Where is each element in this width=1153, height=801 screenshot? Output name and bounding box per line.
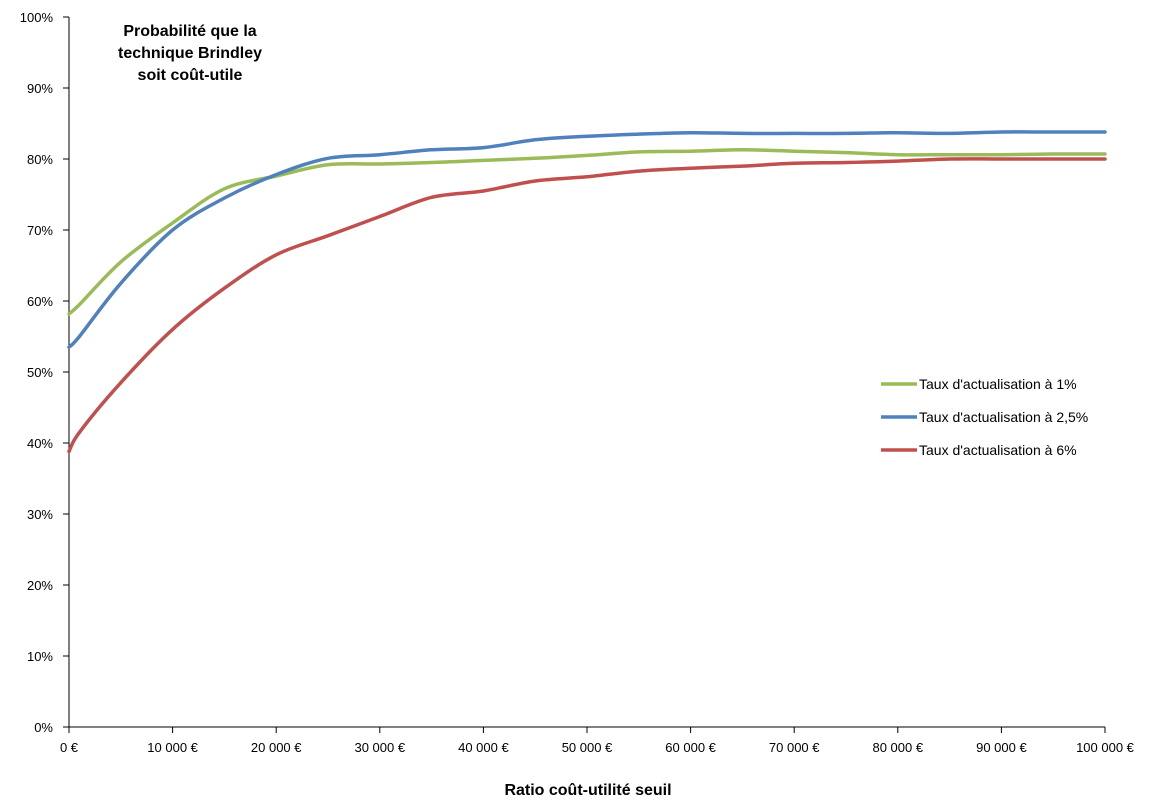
x-tick-label: 50 000 €	[562, 740, 613, 755]
y-tick-label: 90%	[27, 81, 53, 96]
x-tick-label: 20 000 €	[251, 740, 302, 755]
y-tick-label: 30%	[27, 507, 53, 522]
x-tick-label: 40 000 €	[458, 740, 509, 755]
x-tick-label: 100 000 €	[1076, 740, 1135, 755]
chart-title-line: Probabilité que la	[123, 23, 256, 40]
y-tick-label: 50%	[27, 365, 53, 380]
series-line-2	[67, 130, 1107, 349]
y-tick-label: 70%	[27, 223, 53, 238]
chart-title-line: soit coût-utile	[138, 67, 243, 84]
y-tick-label: 40%	[27, 436, 53, 451]
x-tick-label: 90 000 €	[976, 740, 1027, 755]
x-axis-label: Ratio coût-utilité seuil	[504, 782, 671, 799]
y-tick-label: 0%	[34, 720, 53, 735]
y-tick-label: 20%	[27, 578, 53, 593]
legend-label-1: Taux d'actualisation à 1%	[919, 376, 1077, 392]
legend: Taux d'actualisation à 1% Taux d'actualis…	[881, 376, 1088, 458]
axes: 0% 10% 20% 30% 40% 50% 60% 70% 80% 90% 100% 0 € 10 …	[20, 10, 1135, 755]
x-tick-label: 80 000 €	[872, 740, 923, 755]
legend-label-3: Taux d'actualisation à 6%	[919, 442, 1077, 458]
x-tick-label: 60 000 €	[665, 740, 716, 755]
series-line-1	[67, 148, 1107, 316]
y-ticks: 0% 10% 20% 30% 40% 50% 60% 70% 80% 90% 100%	[20, 10, 69, 735]
legend-label-2: Taux d'actualisation à 2,5%	[919, 409, 1088, 425]
y-tick-label: 60%	[27, 294, 53, 309]
y-tick-label: 80%	[27, 152, 53, 167]
y-tick-label: 10%	[27, 649, 53, 664]
series-line-3	[67, 157, 1107, 454]
x-tick-label: 0 €	[60, 740, 79, 755]
x-tick-label: 70 000 €	[769, 740, 820, 755]
series-group	[67, 130, 1107, 454]
x-ticks: 0 € 10 000 € 20 000 € 30 000 € 40 000 € 50 00…	[60, 727, 1135, 755]
x-tick-label: 30 000 €	[354, 740, 405, 755]
chart-title: Probabilité que la technique Brindley soit…	[118, 23, 262, 84]
y-tick-label: 100%	[20, 10, 54, 25]
x-tick-label: 10 000 €	[147, 740, 198, 755]
chart-title-line: technique Brindley	[118, 45, 262, 62]
